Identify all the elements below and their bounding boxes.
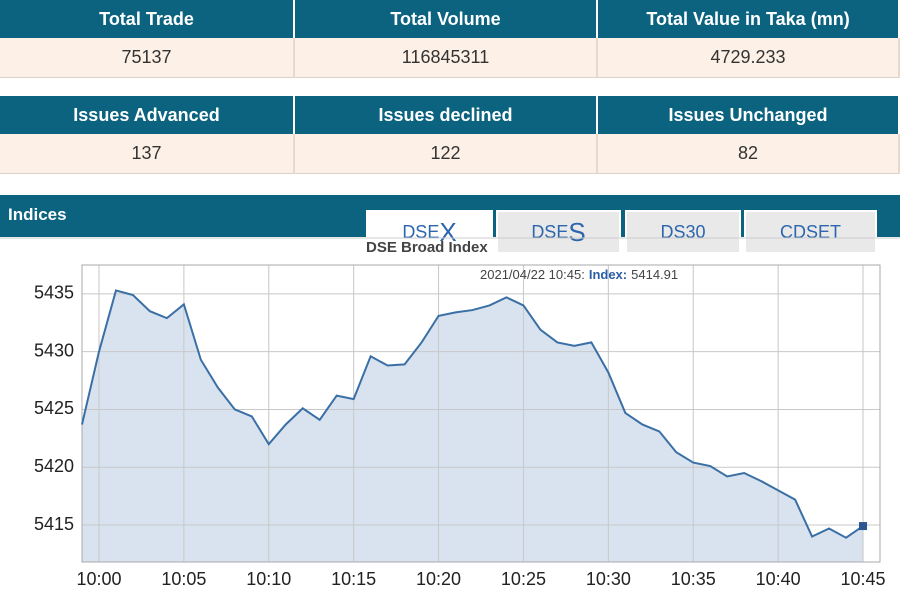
x-tick-label: 10:20: [416, 569, 461, 589]
tab-label: DSE: [402, 222, 440, 242]
header-cell: Total Trade: [0, 0, 295, 38]
y-tick-label: 5435: [34, 283, 74, 303]
x-tick-label: 10:00: [76, 569, 121, 589]
tooltip-label: Index:: [589, 267, 627, 282]
tooltip-time: 2021/04/22 10:45:: [480, 267, 585, 282]
header-cell: Issues declined: [295, 96, 598, 134]
value-cell: 82: [598, 134, 900, 174]
tab[interactable]: CDSET: [744, 210, 877, 252]
header-cell: Issues Advanced: [0, 96, 295, 134]
header-cell: Total Value in Taka (mn): [598, 0, 900, 38]
stats-table: Total Trade Total Volume Total Value in Ta…: [0, 0, 900, 78]
value-cell: 75137: [0, 38, 295, 78]
y-tick-label: 5425: [34, 398, 74, 418]
tab[interactable]: DSE S: [496, 210, 621, 252]
tab-label: DSE: [531, 222, 569, 242]
x-tick-label: 10:40: [756, 569, 801, 589]
line: [81, 289, 864, 539]
tab[interactable]: DSE X: [366, 210, 493, 252]
chart-frame: [0, 238, 900, 600]
point: [859, 522, 868, 531]
header-cell: Issues Unchanged: [598, 96, 900, 134]
section-title: Indices: [8, 205, 67, 224]
value-cell: 137: [0, 134, 295, 174]
stats-table: Issues Advanced Issues declined Issues Unc…: [0, 96, 900, 174]
tab-label: DS30: [660, 222, 706, 242]
y-tick-label: 5415: [34, 514, 74, 534]
y-tick-label: 5420: [34, 456, 74, 476]
x-tick-label: 10:25: [501, 569, 546, 589]
tab-label-big: X: [439, 217, 457, 247]
value-cell: 116845311: [295, 38, 598, 78]
plot-border: [81, 264, 881, 563]
x-tick-label: 10:10: [246, 569, 291, 589]
x-tick-label: 10:45: [840, 569, 885, 589]
value-cell: 4729.233: [598, 38, 900, 78]
tooltip: 2021/04/22 10:45: Index: 5414.91: [480, 267, 678, 282]
x-tick-label: 10:35: [671, 569, 716, 589]
tooltip-value: 5414.91: [631, 267, 678, 282]
tab-label: CDSET: [779, 222, 841, 242]
tab-label-big: S: [568, 217, 586, 247]
area: [82, 290, 864, 562]
x-tick-label: 10:30: [586, 569, 631, 589]
x-tick-label: 10:05: [161, 569, 206, 589]
value-cell: 122: [295, 134, 598, 174]
x-tick-label: 10:15: [331, 569, 376, 589]
tab[interactable]: DS30: [625, 210, 741, 252]
header-cell: Total Volume: [295, 0, 598, 38]
y-tick-label: 5430: [34, 340, 74, 360]
